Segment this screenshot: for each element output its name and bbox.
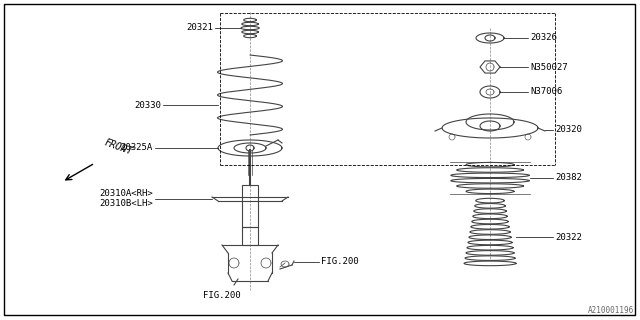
Text: 20310B<LH>: 20310B<LH> bbox=[99, 198, 153, 207]
Bar bbox=[242, 227, 258, 245]
Text: 20322: 20322 bbox=[555, 233, 582, 242]
Text: 20326: 20326 bbox=[530, 34, 557, 43]
Text: N350027: N350027 bbox=[530, 62, 568, 71]
Text: 20320: 20320 bbox=[555, 125, 582, 134]
Bar bbox=[242, 185, 258, 227]
Text: N37006: N37006 bbox=[530, 87, 563, 97]
Text: 20330: 20330 bbox=[134, 100, 161, 109]
Text: A210001196: A210001196 bbox=[588, 306, 634, 315]
Text: 20325A: 20325A bbox=[121, 143, 153, 153]
Text: 20310A<RH>: 20310A<RH> bbox=[99, 188, 153, 197]
Text: FIG.200: FIG.200 bbox=[203, 291, 241, 300]
Text: 20321: 20321 bbox=[186, 23, 213, 33]
Text: FIG.200: FIG.200 bbox=[321, 258, 358, 267]
Text: 20382: 20382 bbox=[555, 173, 582, 182]
Text: FRONT: FRONT bbox=[103, 138, 134, 157]
